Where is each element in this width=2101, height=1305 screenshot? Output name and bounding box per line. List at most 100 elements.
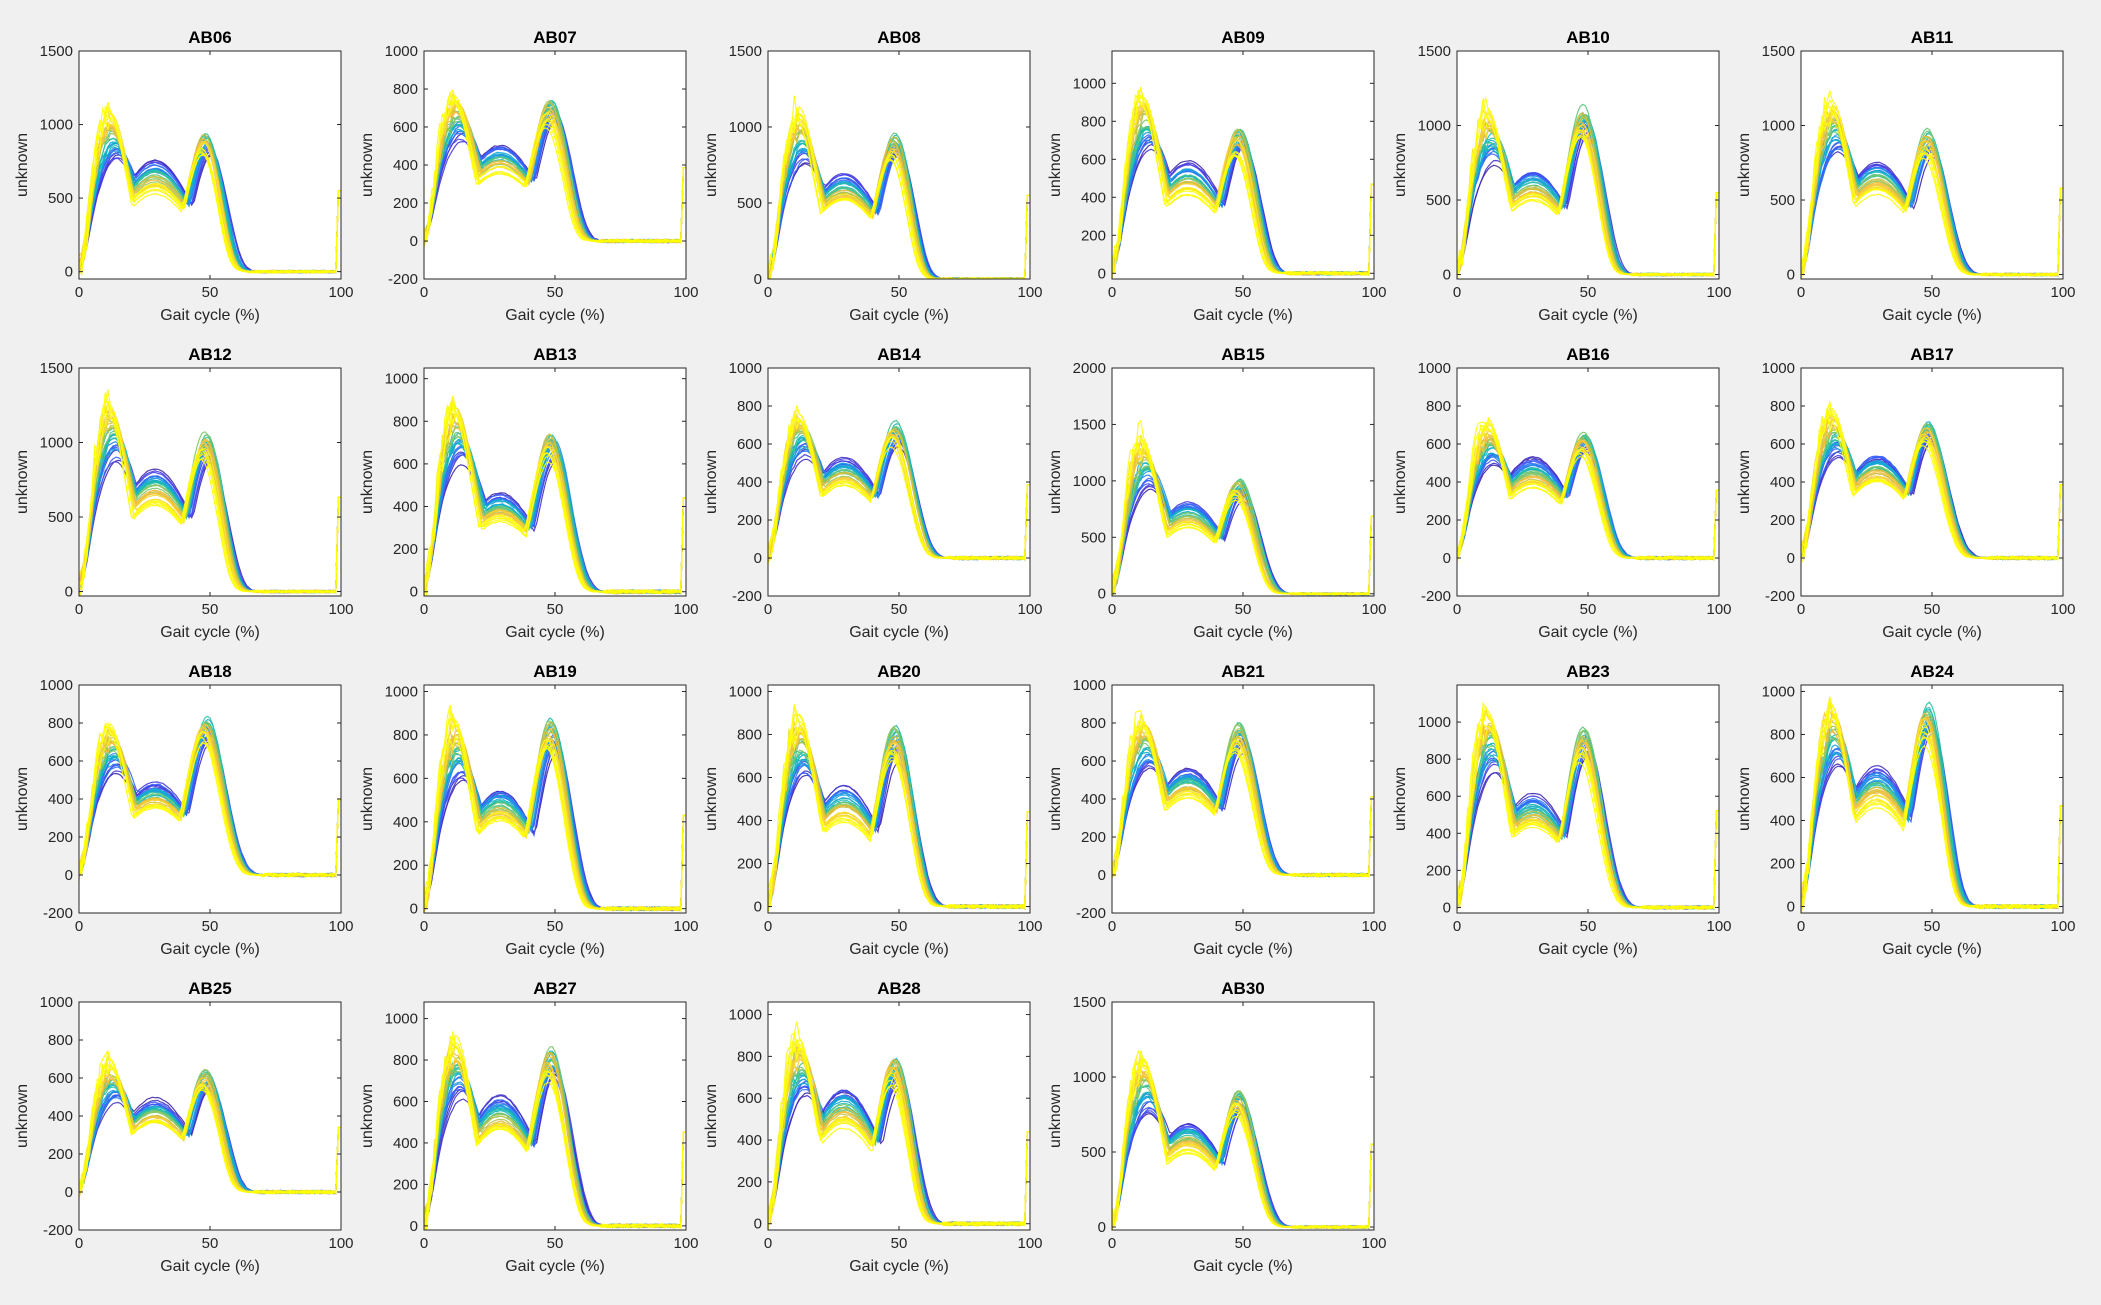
y-tick-label: 200 <box>737 856 762 873</box>
x-tick-label: 100 <box>1361 918 1386 935</box>
subplot-title: AB13 <box>533 345 576 364</box>
x-tick-label: 50 <box>1235 918 1252 935</box>
y-tick-label: 0 <box>65 584 73 601</box>
subplot-title: AB25 <box>188 979 231 998</box>
y-tick-label: 600 <box>393 456 418 473</box>
y-tick-label: 400 <box>1770 813 1795 830</box>
gait-curve <box>424 404 686 595</box>
plot-area <box>424 51 686 279</box>
y-tick-label: 200 <box>1770 856 1795 873</box>
x-tick-label: 0 <box>75 601 83 618</box>
y-tick-label: 200 <box>1426 512 1451 529</box>
y-tick-label: 500 <box>1426 192 1451 209</box>
y-tick-label: 800 <box>1770 398 1795 415</box>
plot-area <box>424 685 686 913</box>
gait-curve <box>1801 408 2063 561</box>
y-axis-label: unknown <box>1392 767 1409 831</box>
y-tick-label: 0 <box>1787 899 1795 916</box>
plot-area <box>79 1002 341 1230</box>
gait-curves <box>424 395 686 596</box>
y-tick-label: 0 <box>754 271 762 288</box>
x-axis-label: Gait cycle (%) <box>505 624 605 641</box>
x-tick-label: 100 <box>1361 284 1386 301</box>
x-tick-label: 100 <box>1706 284 1731 301</box>
x-tick-label: 0 <box>1797 284 1805 301</box>
y-tick-label: 0 <box>1443 899 1451 916</box>
y-tick-label: 1000 <box>1418 118 1451 135</box>
gait-curves <box>79 1049 341 1200</box>
y-tick-label: 200 <box>393 195 418 212</box>
y-axis-label: unknown <box>703 767 720 831</box>
gait-curve <box>768 405 1030 561</box>
plot-area <box>768 1002 1030 1230</box>
gait-curves <box>1112 1049 1374 1230</box>
x-tick-label: 0 <box>1453 284 1461 301</box>
subplot-title: AB07 <box>533 28 576 47</box>
x-tick-label: 50 <box>202 918 219 935</box>
y-tick-label: 600 <box>1426 436 1451 453</box>
x-axis-label: Gait cycle (%) <box>160 624 260 641</box>
y-tick-label: 1500 <box>729 43 762 60</box>
y-tick-label: 800 <box>393 727 418 744</box>
subplot-title: AB27 <box>533 979 576 998</box>
gait-curve <box>768 1042 1030 1230</box>
y-axis-label: unknown <box>14 133 31 197</box>
gait-curves <box>424 89 686 248</box>
subplot-title: AB10 <box>1566 28 1609 47</box>
y-tick-label: 400 <box>48 791 73 808</box>
gait-curve <box>1457 113 1719 279</box>
subplot-title: AB12 <box>188 345 231 364</box>
subplot-title: AB21 <box>1221 662 1264 681</box>
y-tick-label: 1000 <box>1762 683 1795 700</box>
y-tick-label: 400 <box>1081 189 1106 206</box>
x-axis-label: Gait cycle (%) <box>1538 307 1638 324</box>
y-tick-label: 800 <box>393 1052 418 1069</box>
y-tick-label: 1000 <box>40 435 73 452</box>
y-tick-label: -200 <box>732 588 762 605</box>
x-tick-label: 50 <box>891 918 908 935</box>
plot-area <box>1457 368 1719 596</box>
x-tick-label: 100 <box>328 918 353 935</box>
gait-curve <box>770 95 1030 279</box>
y-tick-label: 400 <box>737 813 762 830</box>
y-axis-label: unknown <box>1047 133 1064 197</box>
x-tick-label: 100 <box>1017 1235 1042 1252</box>
x-axis-label: Gait cycle (%) <box>849 307 949 324</box>
y-axis-label: unknown <box>1392 133 1409 197</box>
gait-curves <box>424 704 686 913</box>
gait-curve <box>424 704 686 912</box>
subplot-title: AB17 <box>1910 345 1953 364</box>
subplot-title: AB16 <box>1566 345 1609 364</box>
x-tick-label: 0 <box>75 1235 83 1252</box>
gait-curve <box>1801 407 2063 562</box>
plot-area <box>1112 685 1374 913</box>
gait-curve <box>768 726 1030 913</box>
x-axis-label: Gait cycle (%) <box>505 941 605 958</box>
y-tick-label: 0 <box>65 1184 73 1201</box>
y-tick-label: 1000 <box>40 677 73 694</box>
gait-curves <box>1457 417 1719 566</box>
gait-curve <box>1457 713 1719 910</box>
y-tick-label: 1000 <box>1762 360 1795 377</box>
gait-curves <box>1801 399 2063 564</box>
y-tick-label: 400 <box>1426 825 1451 842</box>
y-tick-label: 0 <box>410 1218 418 1235</box>
gait-curve <box>79 102 341 275</box>
y-tick-label: 800 <box>48 715 73 732</box>
x-tick-label: 0 <box>1797 601 1805 618</box>
y-tick-label: 500 <box>1081 529 1106 546</box>
y-axis-label: unknown <box>1047 1084 1064 1148</box>
y-tick-label: -200 <box>1765 588 1795 605</box>
y-tick-label: 200 <box>737 1174 762 1191</box>
y-tick-label: 0 <box>1443 550 1451 567</box>
y-tick-label: 400 <box>737 1132 762 1149</box>
